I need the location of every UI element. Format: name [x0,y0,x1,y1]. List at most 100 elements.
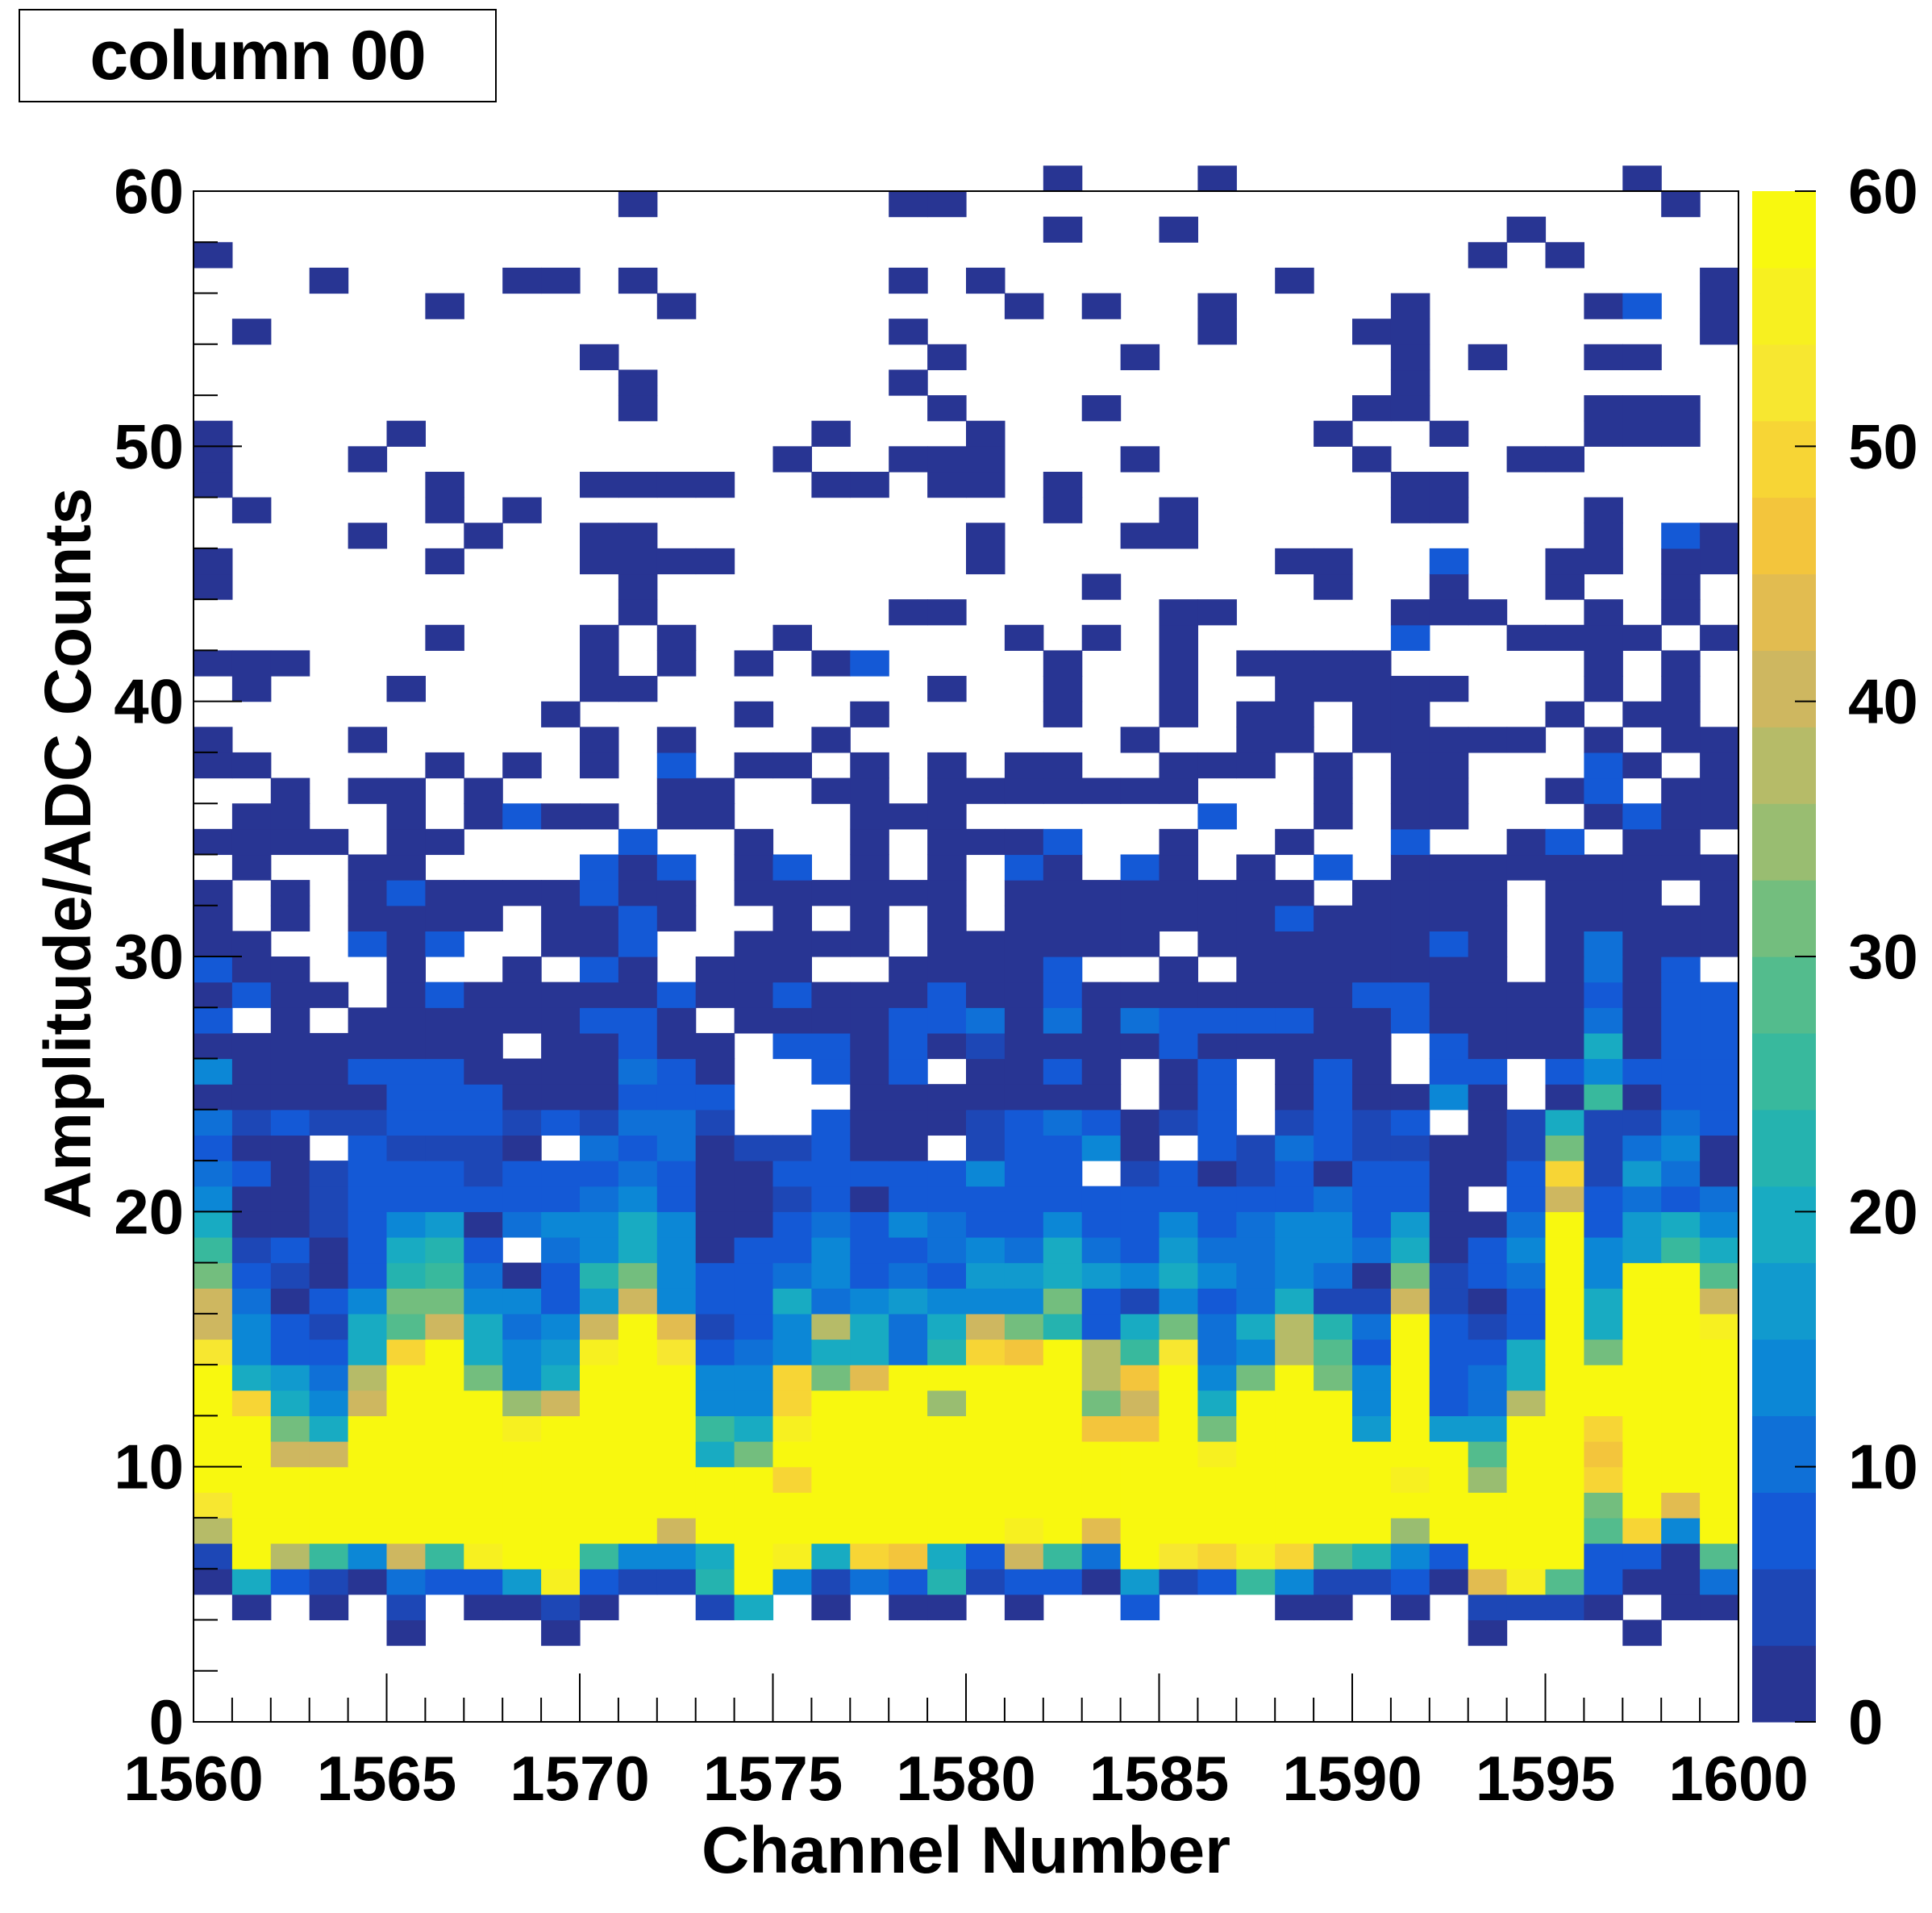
heatmap-cell [580,344,619,371]
heatmap-cell [194,1262,233,1289]
heatmap-cell [1390,1441,1430,1468]
heatmap-cell [695,1161,735,1187]
heatmap-cell [734,1313,774,1340]
heatmap-cell [1506,446,1547,473]
heatmap-cell [1043,752,1083,779]
y-tick-label: 60 [114,156,184,227]
heatmap-cell [194,1339,233,1365]
heatmap-cell [1622,1007,1662,1034]
heatmap-cell [1622,1262,1662,1289]
heatmap-cell [618,523,658,549]
heatmap-cell [772,931,812,957]
heatmap-cell [1506,1007,1547,1034]
heatmap-cell [656,1543,697,1569]
heatmap-cell [1159,1058,1198,1085]
heatmap-cell [1352,1415,1392,1442]
heatmap-cell [889,1517,928,1544]
heatmap-cell [1197,1084,1237,1111]
heatmap-cell [656,727,697,753]
heatmap-cell [194,931,233,957]
heatmap-cell [1661,1569,1701,1595]
heatmap-cell [1700,1288,1739,1315]
heatmap-cell [1390,880,1430,906]
heatmap-cell [1429,1058,1469,1085]
heatmap-cell [1197,1135,1237,1161]
heatmap-cell [1004,880,1044,906]
heatmap-cell [1236,931,1276,957]
heatmap-cell [734,1236,774,1264]
heatmap-cell [1468,931,1508,957]
heatmap-cell [1314,1569,1353,1595]
heatmap-cell [1622,1415,1662,1442]
heatmap-cell [1159,1517,1198,1544]
heatmap-cell [1004,905,1044,931]
heatmap-cell [464,1543,503,1569]
heatmap-cell [464,1288,503,1315]
heatmap-cell [425,1492,464,1519]
heatmap-cell [850,1109,889,1136]
heatmap-cell [1236,1365,1276,1391]
heatmap-cell [1352,1313,1392,1340]
heatmap-cell [1700,1517,1739,1544]
heatmap-cell [1081,1415,1122,1442]
heatmap-cell [1081,1390,1122,1416]
heatmap-cell [927,854,967,881]
heatmap-cell [1314,1211,1353,1238]
heatmap-cell [1506,854,1547,881]
heatmap-cell [1081,1339,1122,1365]
heatmap-cell [1506,1211,1547,1238]
heatmap-cell [1390,1007,1430,1034]
heatmap-cell [850,701,889,727]
heatmap-cell [1352,701,1392,727]
heatmap-cell [1081,1492,1122,1519]
heatmap-cell [1004,1441,1044,1468]
heatmap-cell [1314,573,1353,600]
heatmap-cell [1081,1466,1122,1493]
heatmap-cell [889,1032,928,1060]
heatmap-cell [1584,1211,1623,1238]
heatmap-cell [889,1007,928,1034]
heatmap-cell [425,1569,464,1595]
heatmap-cell [231,1415,272,1442]
heatmap-cell [309,1339,349,1365]
heatmap-cell [772,1186,812,1212]
heatmap-cell [695,1517,735,1544]
heatmap-cell [1700,1365,1739,1391]
heatmap-cell [618,573,658,600]
heatmap-cell [386,956,426,983]
heatmap-cell [734,1161,774,1187]
heatmap-cell [502,1211,542,1238]
heatmap-cell [1468,1415,1508,1442]
heatmap-cell [695,1543,735,1569]
heatmap-cell [425,1288,464,1315]
heatmap-cell [309,1288,349,1315]
heatmap-cell [695,1288,735,1315]
heatmap-cell [1545,624,1584,651]
heatmap-cell [1314,1288,1353,1315]
color-bar-band [1752,1339,1816,1416]
heatmap-cell [1236,1007,1276,1034]
heatmap-cell [1584,1186,1623,1212]
heatmap-cell [1429,1288,1469,1315]
heatmap-cell [1584,1415,1623,1442]
heatmap-cell [850,1211,889,1238]
heatmap-cell [966,1365,1006,1391]
color-bar-band [1752,727,1816,804]
heatmap-cell [618,1339,658,1365]
heatmap-cell [1275,1135,1314,1161]
heatmap-cell [1159,1313,1198,1340]
heatmap-cell [1081,395,1122,422]
heatmap-cell [1584,650,1623,677]
heatmap-cell [1043,1365,1083,1391]
heatmap-cell [425,1390,464,1416]
heatmap-cell [1159,1415,1198,1442]
heatmap-cell [1314,1161,1353,1187]
color-bar-band [1752,1645,1816,1723]
heatmap-cell [1584,1058,1623,1085]
heatmap-cell [1390,701,1430,727]
heatmap-cell [850,803,889,830]
heatmap-cell [1700,319,1739,345]
heatmap-cell [1661,548,1701,575]
heatmap-cell [850,905,889,931]
heatmap-cell [541,267,581,294]
